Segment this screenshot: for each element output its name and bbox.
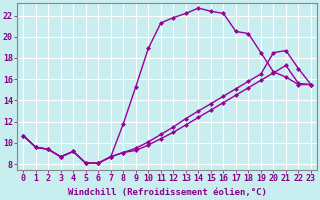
X-axis label: Windchill (Refroidissement éolien,°C): Windchill (Refroidissement éolien,°C)	[68, 188, 267, 197]
